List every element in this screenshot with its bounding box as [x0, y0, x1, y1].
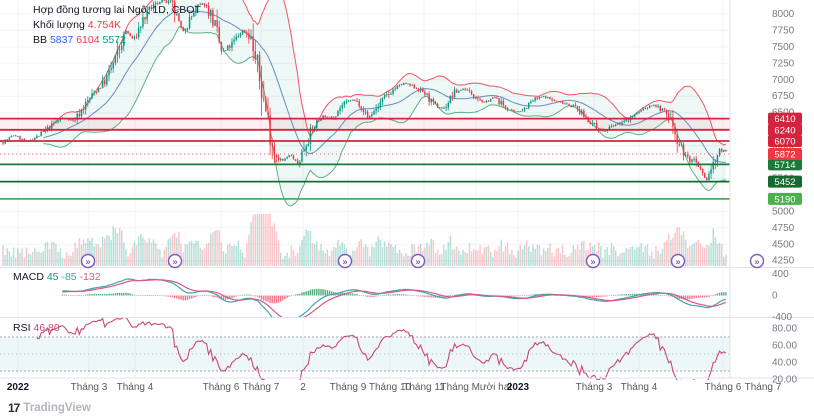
bb-upper-value: 6104 [76, 34, 100, 46]
time-axis-label: 2023 [507, 382, 530, 393]
rsi-legend-row[interactable]: RSI 46.80 [13, 321, 60, 335]
time-axis[interactable]: 2022 Tháng 3 Tháng 4 Tháng 6 Tháng 7 2 Tháng 9… [7, 382, 782, 393]
macd-signal-value: -132 [79, 271, 101, 283]
time-axis-label: Tháng 9 [330, 382, 367, 393]
time-axis-label: Tháng 6 [705, 382, 742, 393]
axis-tick-label: 20.00 [772, 375, 797, 386]
grid-lines [0, 0, 730, 378]
axis-tick-label: 7250 [772, 58, 795, 69]
axis-tick-label: 40.00 [772, 358, 797, 369]
time-axis-label: Tháng 10 [369, 382, 412, 393]
axis-tick-label: 7500 [772, 42, 795, 53]
svg-text:6070: 6070 [774, 137, 795, 148]
axis-tick-label: 5000 [772, 206, 795, 217]
axis-tick-label: 4250 [772, 256, 795, 267]
resistance-zone [0, 118, 730, 130]
tradingview-logo-icon: 17 [8, 401, 20, 415]
svg-text:6240: 6240 [774, 125, 795, 136]
axis-tick-label: 80.00 [772, 324, 797, 335]
rollover-marker-icon [80, 253, 96, 269]
resistance-price-badge [768, 135, 802, 147]
time-axis-label: Tháng Mười hai [440, 382, 511, 393]
svg-text:5452: 5452 [774, 177, 795, 188]
svg-text:»: » [172, 257, 177, 267]
macd-legend: MACD 45 -85 -132 [13, 270, 101, 285]
axis-tick-label: 7000 [772, 75, 795, 86]
rollover-marker-icon [337, 253, 353, 269]
tradingview-logo[interactable]: 17 TradingView [8, 401, 91, 415]
symbol-title: Hợp đồng tương lai Ngô, 1D, CBOT [33, 4, 201, 16]
rollover-marker-icon [670, 253, 686, 269]
time-axis-label: 2022 [7, 382, 30, 393]
macd-hist-value: 45 [46, 271, 59, 283]
contract-rollover-markers[interactable]: » » » » » » » [80, 253, 765, 269]
svg-text:»: » [590, 257, 595, 267]
axis-tick-label: 7750 [772, 25, 795, 36]
axis-tick-label: 4500 [772, 239, 795, 250]
volume-value: 4.754K [87, 19, 122, 31]
svg-text:5872: 5872 [774, 150, 795, 161]
macd-legend-row[interactable]: MACD 45 -85 -132 [13, 270, 101, 284]
support-price-badge [768, 175, 802, 188]
current-price-badge [768, 148, 802, 160]
rsi-label: RSI [13, 322, 31, 334]
volume-bars [2, 214, 727, 266]
rollover-marker-icon [410, 253, 426, 269]
support-price-badge [768, 158, 802, 171]
volume-label: Khối lượng [33, 19, 85, 31]
resistance-price-badge [768, 112, 802, 125]
rollover-marker-icon [585, 253, 601, 269]
bb-lower-value: 5572 [102, 34, 126, 46]
bb-legend-row[interactable]: BB 5837 6104 5572 [33, 33, 201, 47]
time-axis-label: Tháng 11 [403, 382, 445, 393]
candlestick-series [2, 0, 727, 183]
time-axis-label: Tháng 4 [621, 382, 658, 393]
svg-text:5190: 5190 [774, 194, 795, 205]
svg-text:»: » [675, 257, 680, 267]
svg-text:5714: 5714 [774, 160, 795, 171]
time-axis-label: Tháng 7 [243, 382, 280, 393]
axis-tick-label: 6750 [772, 91, 795, 102]
axis-tick-label: 400 [772, 269, 789, 280]
macd-pane[interactable] [61, 278, 727, 323]
axis-tick-label: -400 [772, 312, 792, 323]
volume-legend-row[interactable]: Khối lượng 4.754K [33, 18, 201, 32]
rsi-value: 46.80 [33, 322, 60, 334]
time-axis-label: Tháng 3 [71, 382, 108, 393]
svg-text:»: » [754, 257, 759, 267]
axis-tick-label: 0 [772, 291, 778, 302]
tradingview-wordmark: TradingView [23, 402, 91, 414]
svg-text:»: » [342, 257, 347, 267]
bb-label: BB [33, 34, 48, 46]
bb-basis-value: 5837 [49, 34, 74, 46]
time-axis-label: 2 [300, 382, 306, 393]
macd-line-value: -85 [61, 271, 77, 283]
time-axis-label: Tháng 6 [203, 382, 240, 393]
rsi-pane[interactable] [0, 317, 730, 387]
time-axis-label: Tháng 4 [117, 382, 154, 393]
axis-tick-label: 60.00 [772, 341, 797, 352]
main-legend: Hợp đồng tương lai Ngô, 1D, CBOT Khối lư… [33, 3, 201, 48]
macd-label: MACD [13, 271, 44, 283]
time-axis-label: Tháng 3 [576, 382, 613, 393]
rsi-legend: RSI 46.80 [13, 321, 60, 336]
price-level-lines[interactable] [0, 117, 730, 200]
resistance-price-badge [768, 123, 802, 136]
symbol-title-row[interactable]: Hợp đồng tương lai Ngô, 1D, CBOT [33, 3, 201, 17]
time-axis-label: Tháng 7 [745, 382, 782, 393]
svg-text:6410: 6410 [774, 114, 795, 125]
support-price-badge [768, 192, 802, 205]
rollover-marker-icon [749, 253, 765, 269]
axis-tick-label: 8000 [772, 9, 795, 20]
svg-text:»: » [415, 257, 420, 267]
axis-tick-label: 4750 [772, 223, 795, 234]
rollover-marker-icon [167, 253, 183, 269]
svg-text:»: » [85, 257, 90, 267]
price-axis[interactable]: 8000775075007250700067506500600055005000… [768, 9, 802, 386]
